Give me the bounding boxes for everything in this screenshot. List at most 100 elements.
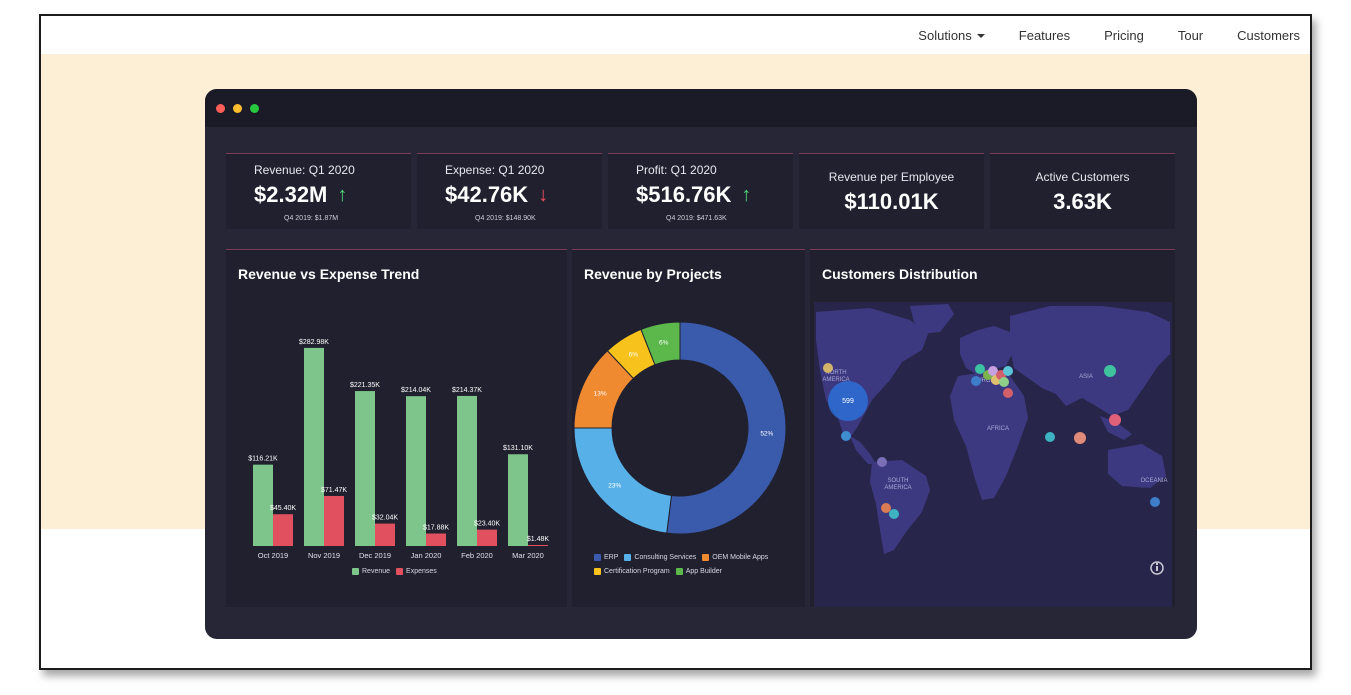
donut-slice — [640, 321, 681, 366]
legend-label-consulting: Consulting Services — [634, 554, 697, 561]
bubble-marker[interactable] — [1074, 432, 1086, 444]
bar-value-label: $32.04K — [372, 515, 398, 522]
bar-revenue — [253, 464, 273, 546]
southeast-asia-shape — [1100, 416, 1132, 440]
bubble-marker[interactable] — [841, 431, 851, 441]
kpi-comparison: Q4 2019: $148.90K — [475, 215, 536, 222]
info-icon-dot — [1156, 563, 1158, 565]
kpi-expense-card: Expense: Q1 2020 $42.76K ↓ Q4 2019: $148.… — [417, 153, 602, 229]
bubble-marker[interactable] — [971, 376, 981, 386]
bar-value-label: $23.40K — [474, 521, 500, 528]
bar-revenue — [304, 347, 324, 546]
legend-item-revenue[interactable]: Revenue — [352, 568, 390, 575]
projects-legend-row-1: ERP Consulting Services OEM Mobile Apps — [594, 554, 774, 561]
kpi-title: Expense: Q1 2020 — [445, 163, 545, 177]
arrow-down-icon: ↓ — [538, 183, 549, 206]
trend-bar-chart: $116.21K $45.40K Oct 2019 $282.98K $71.47K No… — [248, 339, 549, 560]
legend-label-erp: ERP — [604, 554, 619, 561]
label-oceania: OCEANIA — [1140, 478, 1167, 484]
world-map[interactable]: NORTH AMERICA ASIA EUROPE AFRICA SOUTH AME… — [810, 250, 1175, 608]
legend-item-oem[interactable]: OEM Mobile Apps — [702, 554, 768, 561]
bar-revenue — [457, 395, 477, 546]
slice-label: 23% — [608, 483, 621, 490]
bubble-marker[interactable] — [988, 366, 998, 376]
legend-swatch-expenses — [396, 568, 404, 575]
slice-label: 52% — [760, 430, 773, 437]
bubble-marker[interactable] — [975, 364, 985, 374]
nav-customers[interactable]: Customers — [1237, 27, 1300, 43]
legend-item-consulting[interactable]: Consulting Services — [624, 554, 696, 561]
bubble-marker[interactable] — [1109, 414, 1121, 426]
bar-value-label: $17.88K — [423, 524, 449, 531]
x-tick-label: Oct 2019 — [258, 551, 288, 560]
legend-swatch-consulting — [624, 554, 632, 561]
label-europe: EUROPE — [973, 378, 998, 384]
nav-pricing[interactable]: Pricing — [1104, 27, 1144, 43]
close-window-dot[interactable] — [216, 104, 225, 113]
legend-item-certification[interactable]: Certification Program — [594, 568, 670, 575]
bar-value-label: $116.21K — [248, 456, 278, 463]
bubble-marker[interactable] — [823, 363, 833, 373]
bubble-count: 599 — [842, 398, 854, 405]
legend-swatch-app-builder — [675, 568, 683, 575]
label-asia: ASIA — [1079, 374, 1093, 380]
top-navigation: Solutions Features Pricing Tour Customer… — [41, 16, 1310, 54]
bubble-marker[interactable] — [881, 503, 891, 513]
bar-value-label: $221.35K — [350, 382, 380, 389]
x-tick-label: Jan 2020 — [411, 551, 442, 560]
donut-slice — [573, 427, 673, 534]
bar-expenses — [477, 529, 497, 546]
projects-chart-panel: Revenue by Projects 52% 23% 13% 6% 6% ERP Co… — [572, 249, 805, 607]
bubble-marker[interactable] — [1003, 366, 1013, 376]
customers-map-panel: Customers Distribution NORTH AMERICA AS — [810, 249, 1175, 607]
bubble-marker[interactable] — [1104, 365, 1116, 377]
info-icon-stem — [1156, 566, 1158, 571]
legend-item-erp[interactable]: ERP — [594, 554, 618, 561]
x-tick-label: Mar 2020 — [512, 551, 544, 560]
legend-label-revenue: Revenue — [362, 568, 391, 575]
projects-chart-title: Revenue by Projects — [584, 266, 722, 282]
legend-item-expenses[interactable]: Expenses — [396, 568, 437, 575]
bubble-marker[interactable] — [877, 457, 887, 467]
bar-value-label: $214.37K — [452, 387, 482, 394]
minimize-window-dot[interactable] — [233, 104, 242, 113]
maximize-window-dot[interactable] — [250, 104, 259, 113]
projects-donut-chart: 52% 23% 13% 6% 6% — [573, 321, 787, 535]
label-africa: AFRICA — [987, 426, 1009, 432]
nav-tour[interactable]: Tour — [1177, 27, 1204, 43]
legend-swatch-certification — [594, 568, 601, 575]
bubble-marker[interactable] — [1003, 388, 1013, 398]
legend-item-app-builder[interactable]: App Builder — [675, 568, 722, 575]
kpi-value: $42.76K — [445, 182, 529, 207]
map-title: Customers Distribution — [822, 266, 978, 282]
bubble-marker[interactable] — [1150, 497, 1160, 507]
bar-value-label: $282.98K — [299, 339, 329, 346]
bar-value-label: $71.47K — [321, 487, 347, 494]
projects-legend-row-2: Certification Program App Builder — [594, 568, 728, 575]
bar-revenue — [508, 454, 528, 546]
bar-expenses — [528, 544, 548, 546]
slice-label: 13% — [594, 390, 607, 397]
kpi-comparison: Q4 2019: $1.87M — [284, 215, 339, 222]
legend-label-expenses: Expenses — [406, 568, 437, 575]
info-icon[interactable] — [1150, 561, 1164, 575]
arrow-up-icon: ↑ — [741, 183, 752, 206]
kpi-value-row: $42.76K ↓ — [445, 182, 548, 208]
nav-solutions[interactable]: Solutions — [918, 28, 985, 43]
kpi-value: $516.76K — [636, 182, 732, 207]
bubble-north-america[interactable] — [828, 381, 868, 421]
bar-revenue — [406, 396, 426, 546]
south-america-shape — [870, 460, 930, 554]
map-labels: NORTH AMERICA ASIA EUROPE AFRICA SOUTH AME… — [822, 370, 1167, 491]
bar-value-label: $45.40K — [270, 505, 296, 512]
dashboard-window: Revenue: Q1 2020 $2.32M ↑ Q4 2019: $1.87M… — [205, 89, 1197, 639]
bubble-marker[interactable] — [1045, 432, 1055, 442]
kpi-value: $2.32M — [254, 182, 328, 207]
bubble-marker[interactable] — [999, 377, 1009, 387]
kpi-active-customers-card: Active Customers 3.63K — [990, 153, 1175, 229]
info-icon-ring — [1150, 561, 1164, 575]
trend-legend: Revenue Expenses — [352, 568, 443, 575]
nav-features[interactable]: Features — [1018, 27, 1071, 43]
bubble-marker[interactable] — [889, 509, 899, 519]
x-tick-label: Nov 2019 — [308, 551, 340, 560]
